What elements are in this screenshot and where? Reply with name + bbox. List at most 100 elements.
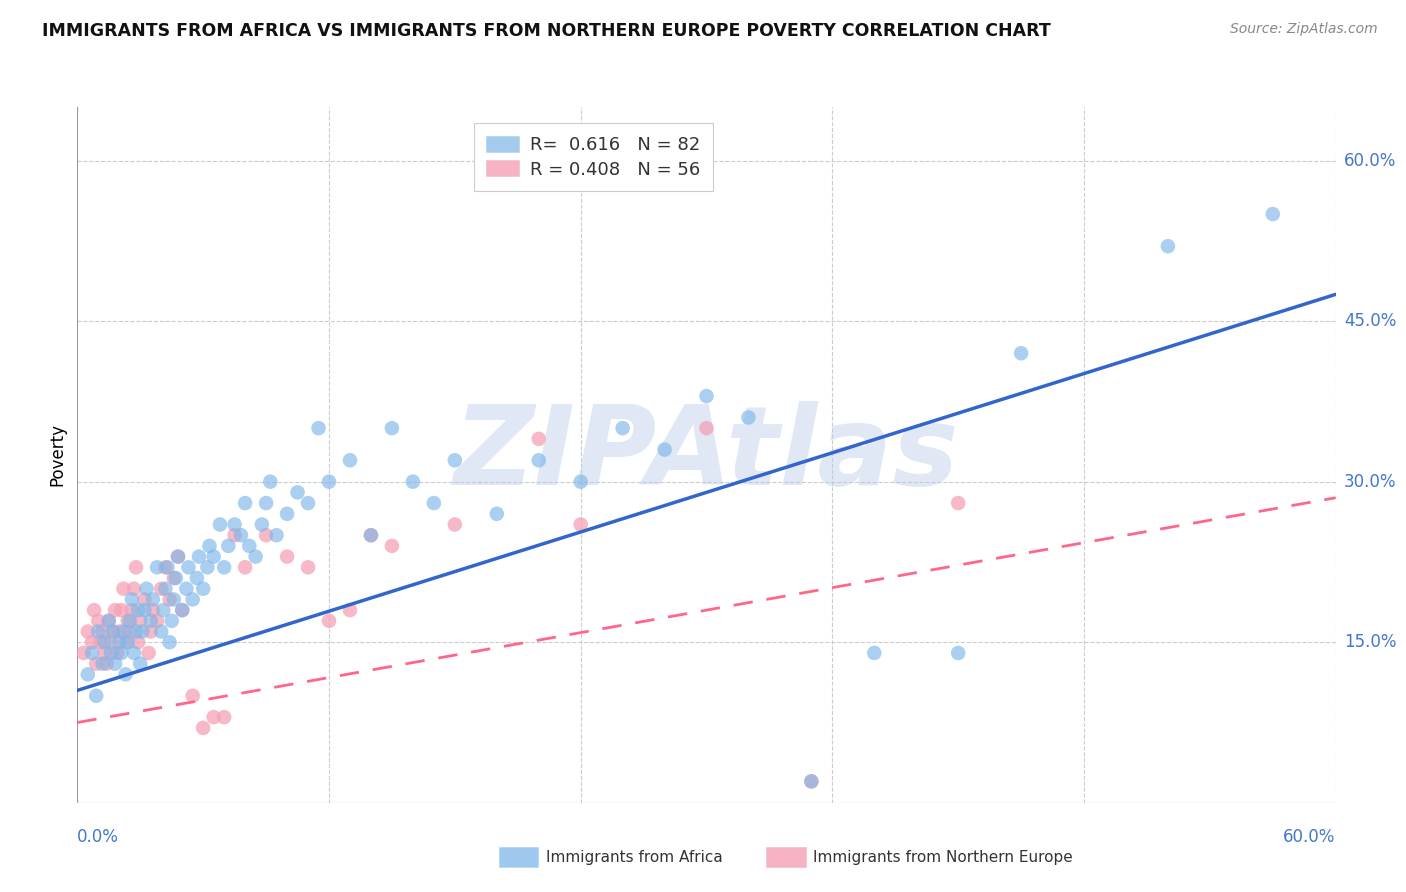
Point [1261,207,1284,221]
Point [150,582,173,596]
Text: 60.0%: 60.0% [1284,828,1336,846]
Text: 0.0%: 0.0% [77,828,120,846]
Point [108,624,131,639]
Point [127,603,149,617]
Point [254,496,277,510]
Point [233,560,256,574]
Point [308,421,330,435]
Point [160,614,183,628]
Text: Source: ZipAtlas.com: Source: ZipAtlas.com [1230,22,1378,37]
Text: 60.0%: 60.0% [1344,152,1396,169]
Point [276,549,298,564]
Point [100,646,122,660]
Point [134,603,156,617]
Point [167,549,190,564]
Point [948,646,970,660]
Point [142,603,165,617]
Point [93,646,115,660]
Point [114,635,136,649]
Point [105,646,128,660]
Point [84,689,107,703]
Point [91,624,114,639]
Point [80,635,103,649]
Point [188,549,211,564]
Point [121,592,143,607]
Point [569,517,592,532]
Point [527,432,550,446]
Point [297,560,319,574]
Point [110,603,132,617]
Point [444,517,467,532]
Point [654,442,676,457]
Point [212,710,235,724]
Point [181,689,204,703]
Point [191,582,215,596]
Point [181,592,204,607]
Point [87,614,110,628]
Point [101,624,124,639]
Point [122,582,145,596]
Point [155,582,177,596]
Point [97,614,120,628]
Point [318,475,340,489]
Point [254,528,277,542]
Point [202,710,225,724]
Y-axis label: Poverty: Poverty [48,424,66,486]
Point [118,614,141,628]
Point [212,560,235,574]
Point [101,624,124,639]
Point [117,614,139,628]
Point [186,571,208,585]
Point [89,635,111,649]
Point [208,517,231,532]
Point [176,582,198,596]
Point [87,624,110,639]
Point [339,453,361,467]
Point [146,614,169,628]
Point [360,528,382,542]
Point [125,560,148,574]
Point [139,624,162,639]
Point [139,614,162,628]
Point [121,603,143,617]
Point [108,635,131,649]
Text: 30.0%: 30.0% [1344,473,1396,491]
Point [76,624,98,639]
Point [127,635,149,649]
Point [91,657,114,671]
Point [233,496,256,510]
Point [217,539,239,553]
Point [134,592,156,607]
Point [224,517,246,532]
Text: 15.0%: 15.0% [1344,633,1396,651]
Legend: R=  0.616   N = 82, R = 0.408   N = 56: R= 0.616 N = 82, R = 0.408 N = 56 [474,123,713,191]
Point [142,592,165,607]
Point [152,603,174,617]
Point [177,560,200,574]
Point [104,657,127,671]
Point [381,539,404,553]
Point [104,603,127,617]
Point [266,528,288,542]
Point [485,507,508,521]
Point [159,592,181,607]
Point [863,646,886,660]
Point [287,485,309,500]
Point [146,560,169,574]
Point [444,453,467,467]
Point [72,646,94,660]
Point [259,475,281,489]
Point [163,592,186,607]
Point [83,603,105,617]
Point [318,614,340,628]
Point [229,528,252,542]
Point [165,571,187,585]
Point [131,624,153,639]
Point [800,774,823,789]
Point [125,624,148,639]
Point [423,496,446,510]
Point [112,582,135,596]
Point [297,496,319,510]
Point [1157,239,1180,253]
Point [110,646,132,660]
